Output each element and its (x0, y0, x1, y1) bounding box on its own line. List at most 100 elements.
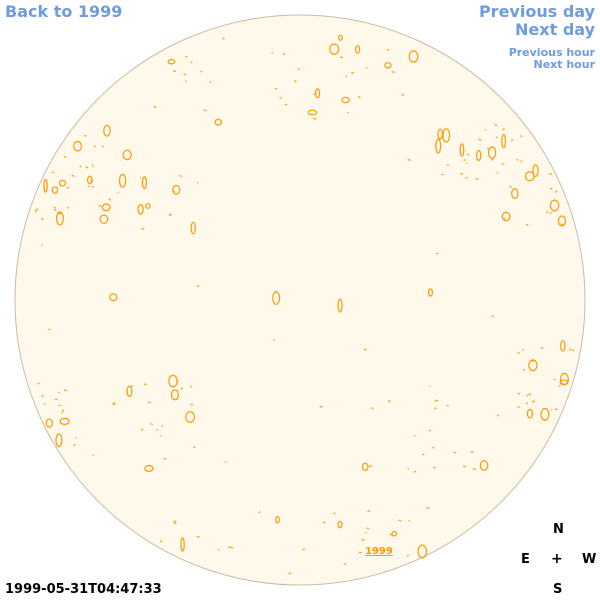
contour-mark (288, 572, 292, 575)
contour-mark (172, 70, 177, 73)
contour-mark (87, 185, 90, 188)
contour-mark (487, 146, 497, 159)
contour-mark (487, 147, 489, 150)
contour-mark (496, 414, 500, 417)
contour-mark (196, 285, 200, 287)
contour-mark (357, 95, 361, 99)
contour-mark (84, 134, 87, 137)
contour-mark (167, 58, 176, 65)
contour-mark (429, 385, 431, 388)
contour-mark (172, 184, 181, 195)
contour-mark (55, 433, 63, 448)
contour-mark (98, 204, 102, 208)
contour-mark (103, 124, 111, 137)
next-day-link[interactable]: Next day (515, 20, 595, 39)
year-link[interactable]: 1999 (365, 546, 393, 557)
contour-mark (408, 50, 419, 63)
contour-mark (108, 198, 112, 201)
solar-disk (14, 14, 586, 586)
previous-hour-link[interactable]: Previous hour (508, 46, 595, 59)
contour-mark (560, 340, 566, 352)
contour-mark (43, 178, 48, 193)
contour-mark (466, 153, 470, 156)
compass-south-label: S (553, 582, 563, 597)
contour-mark (371, 407, 374, 410)
contour-mark (180, 537, 185, 552)
contour-mark (196, 535, 200, 538)
contour-mark (217, 549, 220, 551)
contour-mark (51, 186, 59, 194)
contour-mark (364, 531, 367, 534)
contour-mark (459, 143, 465, 157)
contour-mark (532, 164, 539, 178)
contour-mark (387, 399, 391, 403)
next-hour-link[interactable]: Next hour (533, 58, 596, 71)
contour-mark (59, 417, 70, 425)
compass-east-label: E (521, 552, 530, 567)
contour-mark (520, 135, 523, 138)
contour-mark (193, 446, 196, 449)
contour-mark (73, 140, 82, 152)
contour-mark (40, 217, 44, 221)
contour-mark (168, 213, 172, 216)
contour-mark (472, 468, 476, 471)
contour-mark (145, 203, 151, 209)
contour-mark (428, 429, 431, 432)
contour-mark (384, 62, 392, 69)
contour-mark (333, 512, 336, 515)
contour-mark (435, 252, 439, 255)
contour-mark (503, 217, 506, 220)
contour-mark (203, 109, 207, 112)
contour-mark (525, 402, 529, 405)
contour-mark (560, 223, 564, 226)
contour-mark (549, 199, 560, 212)
contour-mark (442, 128, 451, 143)
contour-mark (37, 382, 40, 385)
contour-mark (453, 451, 457, 454)
contour-mark (140, 428, 144, 431)
contour-mark (549, 187, 553, 190)
contour-mark (275, 515, 280, 524)
contour-mark (433, 466, 436, 469)
contour-mark (101, 203, 111, 212)
contour-mark (176, 380, 179, 383)
contour-mark (426, 507, 430, 510)
contour-mark (343, 562, 347, 566)
contour-mark (569, 348, 572, 351)
contour-mark (307, 109, 318, 116)
contour-mark (559, 379, 569, 386)
contour-mark (93, 145, 96, 148)
contour-mark (272, 339, 275, 342)
contour-mark (363, 348, 368, 351)
contour-mark (144, 464, 154, 472)
contour-mark (510, 139, 514, 142)
contour-mark (89, 180, 94, 183)
contour-mark (470, 450, 474, 453)
contour-mark (502, 128, 505, 131)
contour-mark (302, 548, 306, 551)
contour-mark (479, 460, 489, 471)
contour-mark (520, 160, 523, 163)
contour-mark (361, 538, 365, 542)
contour-mark (391, 71, 395, 73)
compass-north-label: N (553, 522, 564, 537)
contour-mark (117, 191, 120, 194)
contour-mark (190, 385, 193, 388)
contour-mark (511, 188, 519, 200)
back-to-year-link[interactable]: Back to 1999 (5, 2, 123, 21)
contour-mark (517, 351, 520, 354)
contour-mark (143, 383, 147, 386)
contour-mark (112, 403, 115, 406)
contour-mark (58, 179, 67, 187)
contour-mark (407, 467, 409, 470)
contour-mark (63, 389, 67, 392)
contour-mark (531, 400, 536, 403)
contour-mark (153, 105, 157, 109)
contour-mark (525, 223, 529, 226)
contour-mark (406, 554, 410, 557)
contour-mark (522, 349, 525, 351)
contour-mark (163, 457, 167, 460)
previous-day-link[interactable]: Previous day (478, 2, 595, 21)
contour-mark (495, 136, 498, 139)
